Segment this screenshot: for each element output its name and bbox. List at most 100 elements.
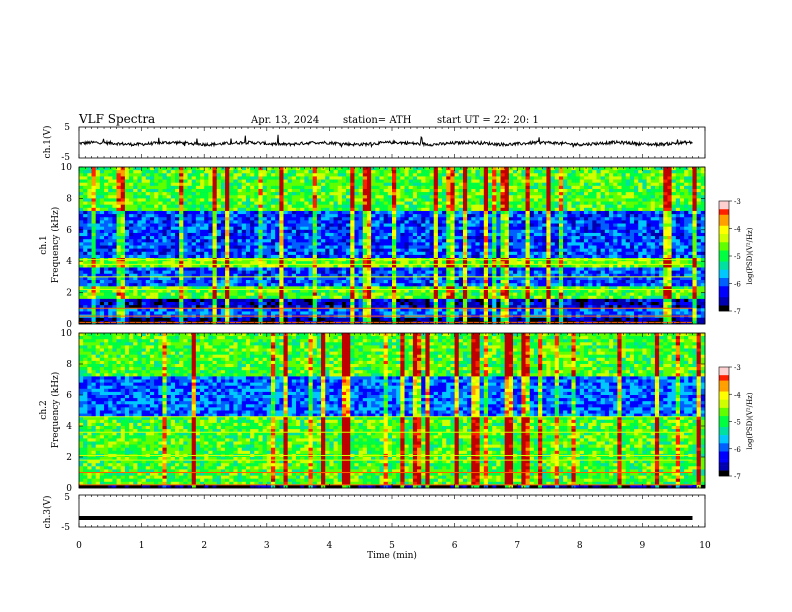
spectro-cell [174, 170, 180, 174]
spectro-cell [341, 214, 347, 218]
spectro-cell [408, 182, 414, 187]
spectro-cell [417, 226, 422, 231]
spectro-cell [383, 210, 389, 215]
spectro-cell [625, 217, 631, 221]
ch1-trace [78, 134, 693, 149]
spectro-cell [166, 248, 172, 253]
spectro-cell [429, 236, 435, 240]
spectro-cell [149, 251, 155, 256]
spectro-cell [387, 167, 393, 171]
spectro-cell [483, 236, 489, 240]
spectro-cell [91, 179, 96, 183]
spectro-cell [675, 207, 681, 212]
spectro-cell [558, 192, 564, 196]
spectro-cell [283, 242, 288, 246]
spectro-cell [262, 201, 268, 205]
spectro-cell [596, 226, 601, 231]
spectro-cell [145, 182, 151, 187]
spectro-cell [270, 201, 276, 205]
spectro-cell [162, 242, 167, 246]
spectro-cell [225, 229, 230, 234]
spectro-cell [208, 217, 213, 221]
spectro-cell [375, 223, 380, 227]
spectro-cell [195, 229, 201, 234]
spectro-cell [245, 198, 251, 202]
spectro-cell [200, 179, 205, 183]
spectro-cell [208, 242, 213, 246]
spectro-cell [558, 239, 564, 243]
spectro-cell [554, 210, 560, 215]
spectro-cell [337, 167, 343, 171]
spectro-cell [337, 207, 343, 212]
spectro-cell [667, 217, 672, 221]
spectro-cell [79, 198, 84, 202]
spectro-cell [141, 232, 147, 237]
spectro-cell [454, 170, 460, 174]
spectro-cell [312, 232, 318, 237]
spectro-cell [442, 229, 447, 234]
spectro-cell [124, 210, 130, 215]
spectro-cell [312, 170, 318, 174]
spectro-cell [554, 232, 560, 237]
spectro-cell [200, 242, 205, 246]
spectro-cell [250, 217, 255, 221]
spectro-cell [596, 236, 601, 240]
spectro-cell [371, 182, 376, 187]
spectro-cell [291, 167, 297, 171]
spectro-cell [296, 201, 301, 205]
spectro-cell [579, 245, 585, 249]
spectro-cell [212, 195, 218, 199]
spectro-cell [333, 173, 339, 177]
spectro-cell [638, 182, 643, 187]
spectro-cell [575, 242, 581, 246]
spectro-cell [104, 167, 109, 171]
spectro-cell [625, 248, 631, 253]
spectro-cell [613, 254, 618, 259]
spectro-cell [454, 198, 460, 202]
spectro-cell [387, 261, 393, 265]
spectro-cell [166, 217, 172, 221]
spectro-cell [162, 214, 167, 218]
spectro-cell [563, 207, 568, 212]
spectro-cell [567, 210, 572, 215]
spectro-cell [187, 248, 192, 253]
spectro-cell [521, 188, 526, 193]
spectro-cell [563, 217, 568, 221]
spectro-cell [350, 223, 355, 227]
spectro-cell [563, 226, 568, 231]
spectro-cell [429, 204, 435, 209]
spectro-cell [634, 254, 639, 259]
spectro-cell [208, 210, 213, 215]
spectro-cell [663, 210, 668, 215]
spectro-cell [396, 242, 401, 246]
spectro-cell [433, 245, 439, 249]
spectro-cell [95, 217, 101, 221]
spectro-cell [571, 232, 576, 237]
spectro-cell [350, 179, 355, 183]
spectro-cell [141, 182, 147, 187]
spectro-cell [437, 201, 443, 205]
spectro-cell [392, 232, 397, 237]
spectro-cell [375, 264, 380, 268]
spectro-cell [325, 248, 330, 253]
spectro-cell [124, 261, 130, 265]
spectro-cell [83, 264, 88, 268]
spectro-cell [450, 239, 455, 243]
spectro-cell [654, 198, 660, 202]
spectro-cell [533, 245, 539, 249]
spectro-cell [692, 198, 697, 202]
spectro-cell [471, 229, 476, 234]
spectro-cell [604, 236, 610, 240]
spectro-cell [621, 170, 626, 174]
spectro-cell [241, 261, 247, 265]
spectro-cell [425, 204, 430, 209]
spectro-cell [179, 254, 184, 259]
spectro-cell [350, 207, 355, 212]
spectro-cell [529, 214, 535, 218]
spectro-cell [513, 239, 518, 243]
spectro-cell [471, 182, 476, 187]
spectro-cell [346, 207, 351, 212]
spectro-cell [642, 167, 647, 171]
spectro-cell [179, 188, 184, 193]
spectro-cell [396, 248, 401, 253]
